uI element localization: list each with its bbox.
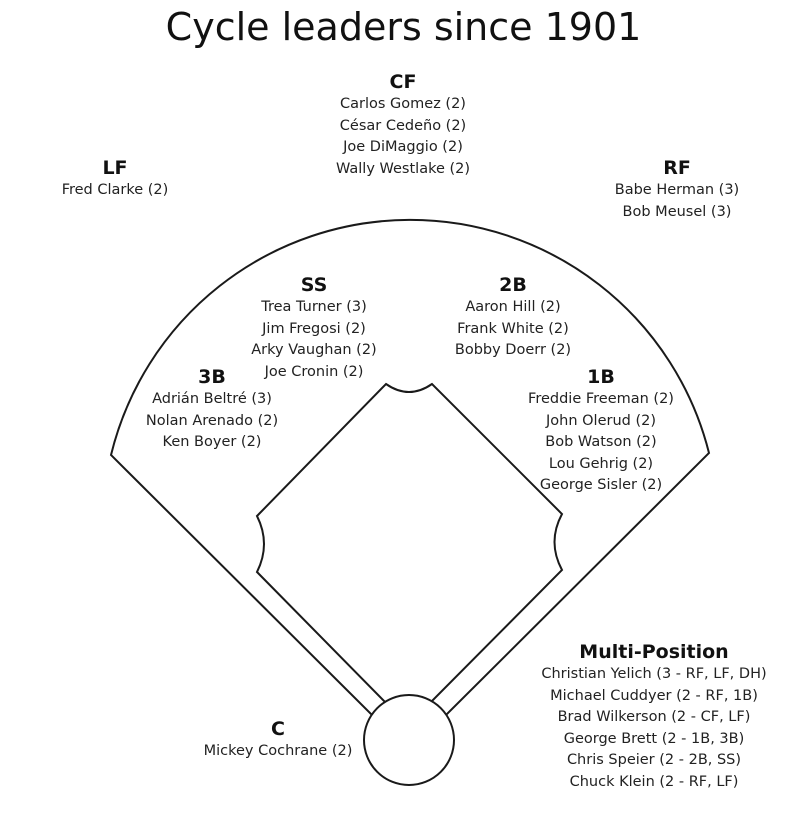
home-plate-circle xyxy=(363,694,455,786)
player-entry: George Sisler (2) xyxy=(539,477,663,493)
player-entry: Mickey Cochrane (2) xyxy=(203,743,353,759)
position-label: 2B xyxy=(499,274,527,296)
position-label: 1B xyxy=(587,366,615,388)
player-entry: Chris Speier (2 - 2B, SS) xyxy=(566,752,742,768)
position-group-2b: 2B Aaron Hill (2) Frank White (2) Bobby Do… xyxy=(428,273,598,362)
player-entry: Aaron Hill (2) xyxy=(465,299,561,315)
position-group-3b: 3B Adrián Beltré (3) Nolan Arenado (2) Ken… xyxy=(126,365,298,454)
position-group-ss: SS Trea Turner (3) Jim Fregosi (2) Arky Va… xyxy=(228,273,400,383)
player-entry: Chuck Klein (2 - RF, LF) xyxy=(569,773,739,790)
player-entry: Lou Gehrig (2) xyxy=(548,455,654,472)
position-label: CF xyxy=(389,71,417,93)
player-entry: George Brett (2 - 1B, 3B) xyxy=(563,730,745,747)
player-entry: Bob Meusel (3) xyxy=(622,203,732,220)
player-entry: Joe DiMaggio (2) xyxy=(343,139,463,155)
outfield-outline xyxy=(109,218,711,716)
player-entry: John Olerud (2) xyxy=(545,412,656,429)
position-label: 3B xyxy=(198,366,226,388)
position-group-lf: LF Fred Clarke (2) xyxy=(30,156,200,202)
position-label: LF xyxy=(102,157,128,179)
player-entry: César Cedeño (2) xyxy=(339,117,467,134)
position-label: RF xyxy=(663,157,691,179)
player-entry: Carlos Gomez (2) xyxy=(340,96,466,112)
player-entry: Babe Herman (3) xyxy=(614,182,740,198)
player-entry: Brad Wilkerson (2 - CF, LF) xyxy=(557,709,751,725)
player-entry: Joe Cronin (2) xyxy=(264,363,364,380)
infield-outline xyxy=(255,382,564,704)
player-entry: Wally Westlake (2) xyxy=(335,160,471,177)
player-entry: Ken Boyer (2) xyxy=(162,434,262,450)
position-group-cf: CF Carlos Gomez (2) César Cedeño (2) Joe D… xyxy=(300,70,506,180)
player-entry: Trea Turner (3) xyxy=(261,299,367,315)
position-label: C xyxy=(271,718,285,740)
position-group-multi: Multi-Position Christian Yelich (3 - RF,… xyxy=(520,640,788,793)
player-entry: Bob Watson (2) xyxy=(545,434,657,450)
player-entry: Michael Cuddyer (2 - RF, 1B) xyxy=(550,687,758,704)
player-entry: Fred Clarke (2) xyxy=(61,182,169,198)
player-entry: Nolan Arenado (2) xyxy=(145,412,279,429)
position-label: Multi-Position xyxy=(579,641,729,663)
player-entry: Freddie Freeman (2) xyxy=(528,391,674,407)
position-group-rf: RF Babe Herman (3) Bob Meusel (3) xyxy=(592,156,762,223)
position-group-1b: 1B Freddie Freeman (2) John Olerud (2) Bob… xyxy=(510,365,692,497)
player-entry: Jim Fregosi (2) xyxy=(262,320,366,337)
player-entry: Frank White (2) xyxy=(457,320,569,337)
player-entry: Bobby Doerr (2) xyxy=(454,342,572,358)
player-entry: Adrián Beltré (3) xyxy=(152,391,272,407)
position-group-c: C Mickey Cochrane (2) xyxy=(186,717,370,763)
position-label: SS xyxy=(300,274,328,296)
player-entry: Christian Yelich (3 - RF, LF, DH) xyxy=(541,666,767,682)
player-entry: Arky Vaughan (2) xyxy=(251,342,377,358)
diagram-title: Cycle leaders since 1901 xyxy=(165,5,642,49)
